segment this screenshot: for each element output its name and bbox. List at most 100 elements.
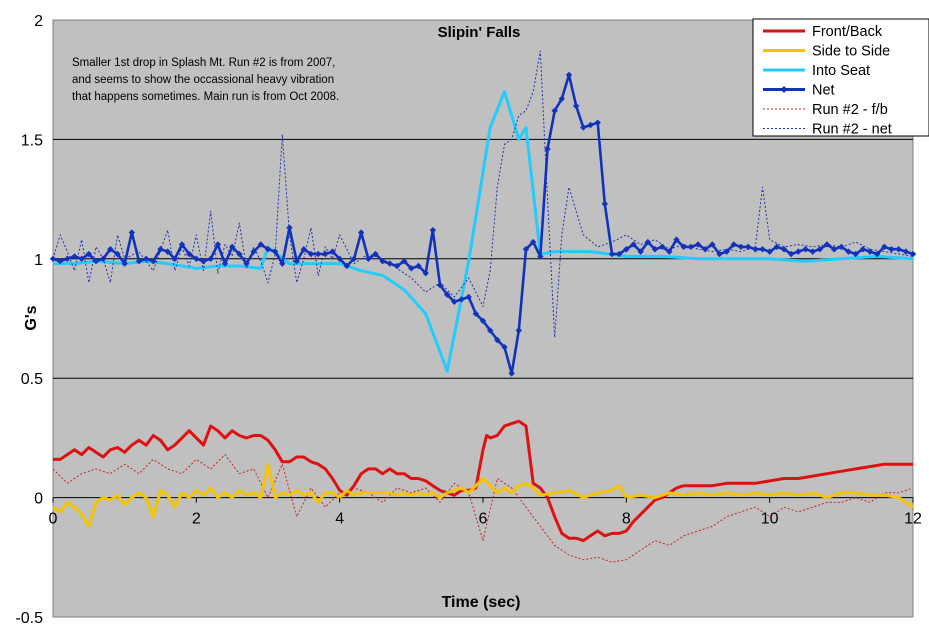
annotation-note: Smaller 1st drop in Splash Mt. Run #2 is… — [72, 57, 339, 103]
net-marker — [873, 250, 881, 258]
net-marker — [537, 253, 544, 260]
net-marker — [809, 248, 816, 255]
net-marker — [773, 243, 781, 251]
net-marker — [572, 102, 580, 110]
net-marker — [544, 145, 551, 153]
net-marker — [529, 238, 537, 246]
chart-title: Slipin' Falls — [438, 24, 521, 41]
net-marker — [443, 291, 451, 298]
net-marker — [902, 248, 910, 255]
legend-label: Side to Side — [812, 44, 890, 60]
net-marker — [64, 255, 71, 262]
y-axis-ticks: -0.5 0 0.5 1 1.5 2 — [15, 13, 43, 627]
net-marker — [486, 327, 494, 334]
net-marker — [365, 255, 372, 262]
net-marker — [687, 243, 695, 251]
y-tick-label: 1 — [34, 252, 43, 269]
legend-label: Run #2 - f/b — [812, 102, 888, 118]
net-marker — [372, 250, 379, 258]
x-tick-label: 2 — [192, 511, 201, 528]
net-marker — [49, 255, 57, 262]
net-marker — [415, 262, 422, 270]
net-marker — [379, 257, 386, 265]
net-marker — [759, 246, 766, 253]
net-marker — [386, 260, 394, 267]
x-tick-label: 0 — [49, 511, 58, 528]
net-marker — [752, 246, 759, 253]
net-marker — [193, 255, 200, 262]
net-marker — [228, 243, 236, 251]
y-tick-label: 2 — [34, 13, 43, 30]
net-marker — [551, 107, 558, 114]
net-marker — [701, 246, 709, 253]
net-marker — [852, 250, 859, 258]
net-marker — [429, 226, 437, 234]
series-line-4 — [52, 454, 914, 563]
net-marker — [472, 310, 480, 317]
net-marker — [121, 260, 128, 267]
net-marker — [322, 250, 329, 258]
y-tick-label: -0.5 — [15, 610, 43, 627]
series-layer — [49, 50, 917, 563]
net-marker — [221, 260, 229, 267]
net-marker — [85, 250, 93, 258]
net-marker — [451, 298, 458, 305]
net-marker — [314, 250, 322, 258]
net-marker — [207, 255, 214, 262]
net-marker — [422, 269, 429, 277]
net-marker — [336, 255, 343, 262]
net-marker — [279, 260, 286, 267]
net-marker — [71, 253, 78, 260]
series-line-1 — [52, 462, 914, 528]
net-marker — [257, 241, 265, 248]
net-marker — [501, 343, 508, 351]
net-marker — [150, 257, 157, 265]
net-marker — [630, 241, 637, 248]
legend: Front/Back Side to Side Into Seat Net Run #2… — [752, 18, 929, 138]
net-marker — [802, 246, 809, 253]
net-marker — [157, 246, 164, 253]
net-marker — [107, 246, 114, 253]
net-marker — [737, 243, 745, 251]
net-marker — [142, 255, 150, 262]
series-line-2 — [53, 90, 914, 373]
net-marker — [508, 370, 515, 377]
net-marker — [329, 248, 336, 255]
x-tick-label: 6 — [479, 511, 488, 528]
net-marker — [99, 255, 107, 262]
net-marker — [723, 248, 730, 255]
legend-marker — [780, 86, 788, 93]
net-marker — [716, 250, 723, 258]
net-marker — [838, 243, 845, 251]
net-marker — [565, 71, 573, 79]
net-marker — [293, 257, 300, 265]
net-marker — [580, 124, 587, 131]
net-marker — [795, 248, 802, 255]
net-marker — [845, 248, 852, 255]
net-marker — [408, 265, 415, 272]
net-marker — [594, 119, 601, 126]
net-marker — [271, 248, 279, 255]
net-marker — [128, 229, 136, 236]
x-tick-label: 8 — [622, 511, 631, 528]
net-marker — [515, 327, 523, 334]
net-marker — [357, 229, 365, 236]
net-marker — [709, 241, 716, 248]
net-marker — [494, 336, 501, 344]
net-marker — [114, 250, 121, 258]
net-marker — [881, 243, 888, 251]
net-marker — [830, 246, 838, 253]
y-tick-label: 0.5 — [21, 371, 43, 388]
annotation-line: and seems to show the occassional heavy … — [72, 74, 334, 86]
net-marker — [888, 246, 895, 253]
x-tick-label: 4 — [335, 511, 344, 528]
net-marker — [694, 241, 702, 248]
net-marker — [680, 243, 687, 251]
net-marker — [164, 248, 171, 255]
x-tick-label: 12 — [904, 511, 922, 528]
net-marker — [200, 257, 207, 265]
y-axis-label: G's — [23, 305, 40, 330]
net-marker — [479, 317, 487, 325]
